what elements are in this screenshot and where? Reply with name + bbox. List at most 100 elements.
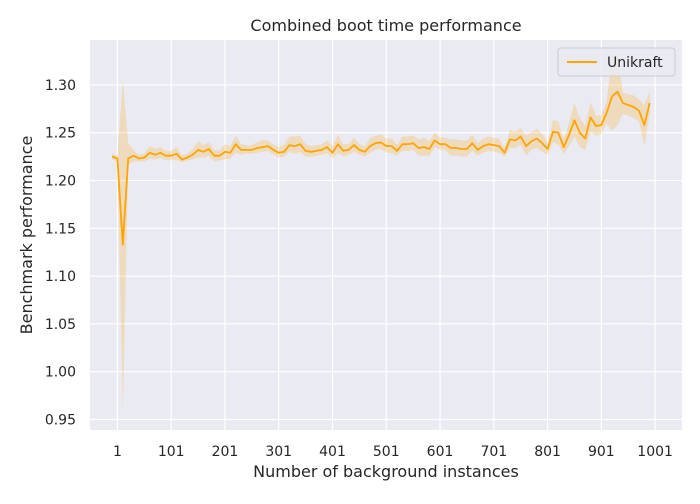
x-tick-label: 301 bbox=[265, 444, 292, 460]
data-point bbox=[315, 150, 317, 152]
data-point bbox=[337, 143, 339, 145]
data-point bbox=[385, 145, 387, 147]
data-point bbox=[208, 148, 210, 150]
data-point bbox=[224, 151, 226, 153]
data-point bbox=[310, 151, 312, 153]
data-point bbox=[132, 155, 134, 157]
y-axis-label: Benchmark performance bbox=[17, 136, 36, 335]
y-tick-label: 1.30 bbox=[45, 78, 76, 94]
data-point bbox=[294, 145, 296, 147]
y-tick-label: 0.95 bbox=[45, 412, 76, 428]
data-point bbox=[622, 102, 624, 104]
data-point bbox=[638, 110, 640, 112]
data-point bbox=[127, 157, 129, 159]
x-tick-label: 1001 bbox=[637, 444, 673, 460]
data-point bbox=[175, 153, 177, 155]
data-point bbox=[369, 145, 371, 147]
data-point bbox=[165, 155, 167, 157]
data-point bbox=[111, 155, 113, 157]
data-point bbox=[272, 149, 274, 151]
data-point bbox=[304, 150, 306, 152]
x-tick-label: 501 bbox=[373, 444, 400, 460]
data-point bbox=[235, 143, 237, 145]
x-tick-label: 201 bbox=[212, 444, 239, 460]
data-point bbox=[477, 149, 479, 151]
data-point bbox=[342, 150, 344, 152]
data-point bbox=[374, 142, 376, 144]
x-tick-labels: 1 101 201 301 401 501 601 701 801 901 1001 bbox=[113, 444, 673, 460]
legend-box bbox=[557, 47, 676, 77]
y-tick-labels: 0.95 1.00 1.05 1.10 1.15 1.20 1.25 1.30 bbox=[45, 78, 76, 429]
data-point bbox=[460, 148, 462, 150]
data-point bbox=[493, 144, 495, 146]
data-point bbox=[288, 144, 290, 146]
data-point bbox=[401, 143, 403, 145]
series-line bbox=[111, 90, 651, 246]
data-point bbox=[170, 155, 172, 157]
data-point bbox=[417, 147, 419, 149]
data-point bbox=[159, 152, 161, 154]
x-tick-label: 801 bbox=[534, 444, 561, 460]
data-point bbox=[450, 147, 452, 149]
data-point bbox=[326, 146, 328, 148]
data-point bbox=[557, 132, 559, 134]
data-point bbox=[482, 145, 484, 147]
data-point bbox=[520, 135, 522, 137]
legend: Unikraft bbox=[557, 47, 676, 77]
y-tick-label: 1.05 bbox=[45, 317, 76, 333]
data-point bbox=[186, 156, 188, 158]
data-point bbox=[611, 95, 613, 97]
data-point bbox=[514, 139, 516, 141]
data-point bbox=[138, 157, 140, 159]
data-point bbox=[606, 111, 608, 113]
data-point bbox=[530, 140, 532, 142]
data-point bbox=[245, 149, 247, 151]
data-point bbox=[407, 143, 409, 145]
data-point bbox=[197, 149, 199, 151]
x-tick-label: 701 bbox=[480, 444, 507, 460]
data-point bbox=[213, 155, 215, 157]
data-point bbox=[536, 137, 538, 139]
data-point bbox=[256, 147, 258, 149]
y-tick-label: 1.00 bbox=[45, 365, 76, 381]
data-point bbox=[579, 132, 581, 134]
data-point bbox=[589, 116, 591, 118]
data-point bbox=[643, 124, 645, 126]
data-point bbox=[428, 148, 430, 150]
data-point bbox=[600, 124, 602, 126]
data-point bbox=[439, 143, 441, 145]
y-tick-label: 1.25 bbox=[45, 126, 76, 142]
data-point bbox=[498, 145, 500, 147]
data-point bbox=[283, 151, 285, 153]
data-point bbox=[627, 104, 629, 106]
data-point bbox=[267, 145, 269, 147]
data-point bbox=[632, 106, 634, 108]
data-point bbox=[261, 146, 263, 148]
data-point bbox=[471, 142, 473, 144]
data-point bbox=[181, 158, 183, 160]
y-tick-label: 1.15 bbox=[45, 221, 76, 237]
data-point bbox=[251, 149, 253, 151]
data-point bbox=[358, 149, 360, 151]
data-point bbox=[444, 143, 446, 145]
data-point bbox=[541, 142, 543, 144]
data-point bbox=[364, 151, 366, 153]
data-point bbox=[240, 149, 242, 151]
data-point bbox=[278, 152, 280, 154]
x-tick-label: 401 bbox=[319, 444, 346, 460]
data-point bbox=[573, 119, 575, 121]
data-point bbox=[434, 139, 436, 141]
data-point bbox=[525, 145, 527, 147]
grid-lines bbox=[90, 40, 682, 430]
data-point bbox=[466, 148, 468, 150]
data-point bbox=[649, 102, 651, 104]
data-point bbox=[331, 152, 333, 154]
data-point bbox=[563, 146, 565, 148]
data-point bbox=[616, 90, 618, 92]
legend-label-unikraft: Unikraft bbox=[607, 55, 663, 71]
y-tick-label: 1.20 bbox=[45, 174, 76, 190]
data-point bbox=[202, 151, 204, 153]
data-point bbox=[229, 152, 231, 154]
data-point bbox=[584, 137, 586, 139]
